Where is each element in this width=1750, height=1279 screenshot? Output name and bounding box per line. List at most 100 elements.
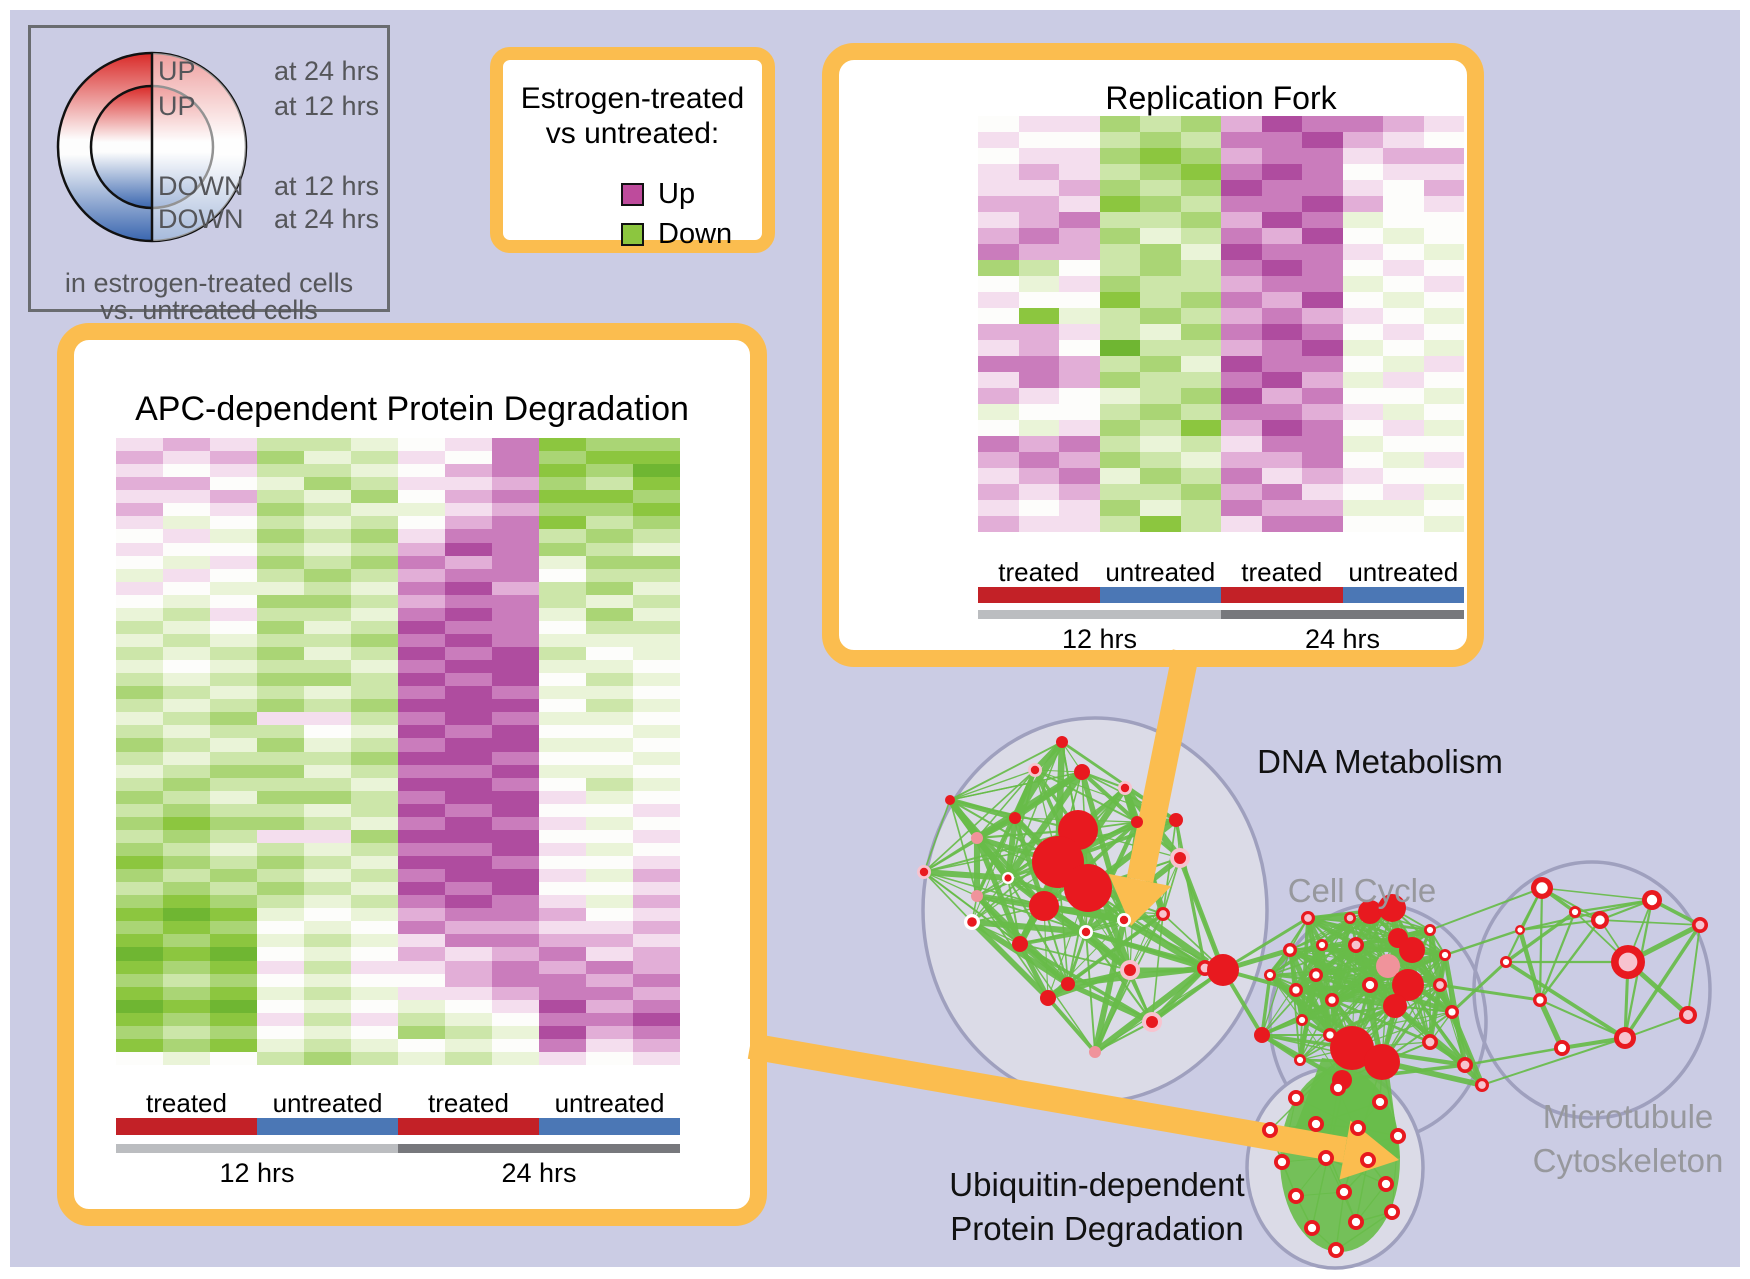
heatmap-cell [492,464,539,478]
heatmap-cell [163,934,210,948]
heatmap-cell [1342,308,1383,324]
heatmap-cell [1180,404,1221,420]
ring-gradient-glyph [56,51,248,243]
heatmap-cell [398,607,445,621]
heatmap-cell [1423,372,1464,388]
heatmap-cell [445,895,492,909]
cell-gene-node [1439,949,1451,961]
heatmap-cell [633,1025,680,1039]
heatmap-cell [1099,356,1140,372]
heatmap-cell [304,973,351,987]
heatmap-cell [351,1038,398,1052]
heatmap-cell [539,1038,586,1052]
heatmap-cell [116,490,163,504]
heatmap-cell [398,908,445,922]
heatmap-cell [1018,276,1059,292]
heatmap-cell [586,529,633,543]
dna-gene-node [1169,813,1183,827]
heatmap-cell [492,986,539,1000]
heatmap-cell [1302,244,1343,260]
heatmap-cell [398,999,445,1013]
heatmap-cell [445,921,492,935]
micro-gene-node [1531,877,1553,899]
heatmap-cell [445,960,492,974]
heatmap-cell [1221,116,1262,132]
dna-gene-node [1120,960,1140,980]
heatmap-cell [1018,228,1059,244]
heatmap-cell [1140,436,1181,452]
heatmap-cell [633,660,680,674]
heatmap-cell [586,908,633,922]
heatmap-cell [163,829,210,843]
heatmap-cell [210,620,257,634]
cell-gene-node [1264,969,1276,981]
heatmap-cell [304,555,351,569]
heatmap-cell [398,620,445,634]
legend-up-24-time: at 24 hrs [274,56,380,86]
heatmap-cell [210,986,257,1000]
heatmap-cell [304,607,351,621]
heatmap-cell [1221,180,1262,196]
heatmap-cell [978,452,1019,468]
heatmap-cell [398,895,445,909]
heatmap-cell [210,555,257,569]
heatmap-cell [116,542,163,556]
heatmap-cell [586,516,633,530]
cell-gene-node [1445,1005,1459,1019]
heatmap-cell [492,895,539,909]
heatmap-cell [1221,292,1262,308]
heatmap-cell [257,725,304,739]
heatmap-cell [1140,516,1181,532]
heatmap-cell [1221,276,1262,292]
heatmap-cell [1302,452,1343,468]
heatmap-cell [1302,340,1343,356]
heatmap-cell [539,947,586,961]
heatmap-cell [633,673,680,687]
treated-condition-bar [116,1118,257,1135]
heatmap-cell [1342,372,1383,388]
heatmap-cell [586,633,633,647]
apc-to-ubiquitin-arrow [747,1033,1399,1180]
ubi-cluster-label: Protein Degradation [950,1210,1244,1247]
heatmap-cell [1180,260,1221,276]
heatmap-cell [445,1025,492,1039]
heatmap-cell [633,620,680,634]
heatmap-cell [978,420,1019,436]
heatmap-cell [116,856,163,870]
heatmap-cell [539,503,586,517]
heatmap-cell [633,973,680,987]
heatmap-cell [1261,308,1302,324]
heatmap-cell [210,438,257,452]
heatmap-cell [978,260,1019,276]
heatmap-cell [1099,372,1140,388]
heatmap-cell [1180,372,1221,388]
heatmap-cell [163,699,210,713]
heatmap-cell [633,790,680,804]
heatmap-cell [633,607,680,621]
heatmap-cell [163,1025,210,1039]
heatmap-cell [492,1051,539,1065]
heatmap-cell [116,895,163,909]
heatmap-cell [351,960,398,974]
heatmap-cell [1018,484,1059,500]
heatmap-cell [539,725,586,739]
heatmap-cell [257,490,304,504]
heatmap-cell [1423,212,1464,228]
color-key-box: Estrogen-treated vs untreated: Up Down [490,47,775,253]
heatmap-cell [210,908,257,922]
micro-gene-node [1569,906,1581,918]
heatmap-cell [1140,292,1181,308]
heatmap-cell [492,438,539,452]
heatmap-cell [539,1051,586,1065]
micro-cluster-label: Microtubule [1543,1098,1714,1135]
heatmap-cell [163,986,210,1000]
heatmap-cell [163,673,210,687]
heatmap-cell [1059,292,1100,308]
heatmap-cell [586,725,633,739]
heatmap-cell [351,712,398,726]
heatmap-cell [492,529,539,543]
heatmap-cell [586,647,633,661]
heatmap-cell [257,464,304,478]
heatmap-cell [1261,452,1302,468]
heatmap-cell [1261,436,1302,452]
